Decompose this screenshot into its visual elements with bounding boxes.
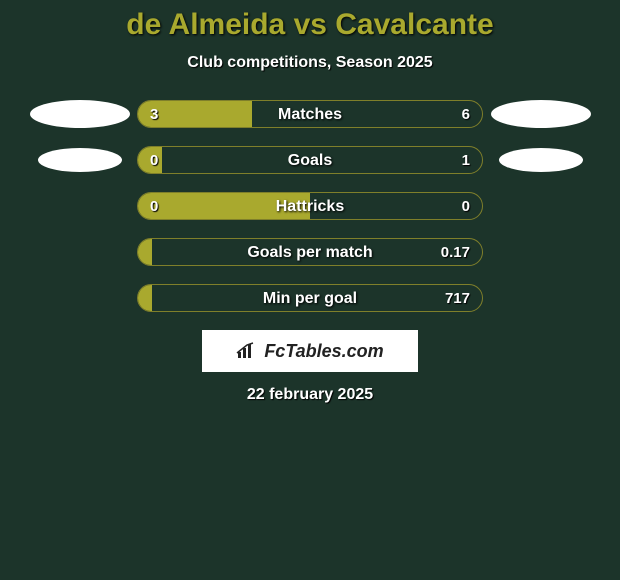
- stat-label: Matches: [138, 101, 482, 128]
- stat-bar: 0 Hattricks 0: [137, 192, 483, 220]
- stat-label: Goals: [138, 147, 482, 174]
- stat-value-right: 1: [462, 147, 470, 174]
- stat-value-right: 0: [462, 193, 470, 220]
- stat-bar: 3 Matches 6: [137, 100, 483, 128]
- player-right-photo: [499, 148, 583, 172]
- brand-text: FcTables.com: [264, 341, 383, 362]
- stat-label: Goals per match: [138, 239, 482, 266]
- stat-row: 0 Hattricks 0: [0, 192, 620, 220]
- player-left-photo-slot: [22, 100, 137, 128]
- player-right-photo-slot: [483, 100, 598, 128]
- stat-bar: 0 Goals 1: [137, 146, 483, 174]
- stat-bar: Min per goal 717: [137, 284, 483, 312]
- stat-label: Hattricks: [138, 193, 482, 220]
- stat-row: Min per goal 717: [0, 284, 620, 312]
- stat-label: Min per goal: [138, 285, 482, 312]
- stat-row: 0 Goals 1: [0, 146, 620, 174]
- stat-row: Goals per match 0.17: [0, 238, 620, 266]
- stat-bar: Goals per match 0.17: [137, 238, 483, 266]
- comparison-title: de Almeida vs Cavalcante: [0, 8, 620, 42]
- stat-value-right: 6: [462, 101, 470, 128]
- player-left-photo-slot: [22, 148, 137, 172]
- player-right-photo-slot: [483, 148, 598, 172]
- brand-badge: FcTables.com: [202, 330, 418, 372]
- bar-chart-icon: [236, 342, 258, 360]
- comparison-date: 22 february 2025: [0, 386, 620, 404]
- player-left-photo: [30, 100, 130, 128]
- player-left-photo: [38, 148, 122, 172]
- stat-row: 3 Matches 6: [0, 100, 620, 128]
- stat-value-right: 717: [445, 285, 470, 312]
- comparison-subtitle: Club competitions, Season 2025: [0, 54, 620, 72]
- stat-value-right: 0.17: [441, 239, 470, 266]
- player-right-photo: [491, 100, 591, 128]
